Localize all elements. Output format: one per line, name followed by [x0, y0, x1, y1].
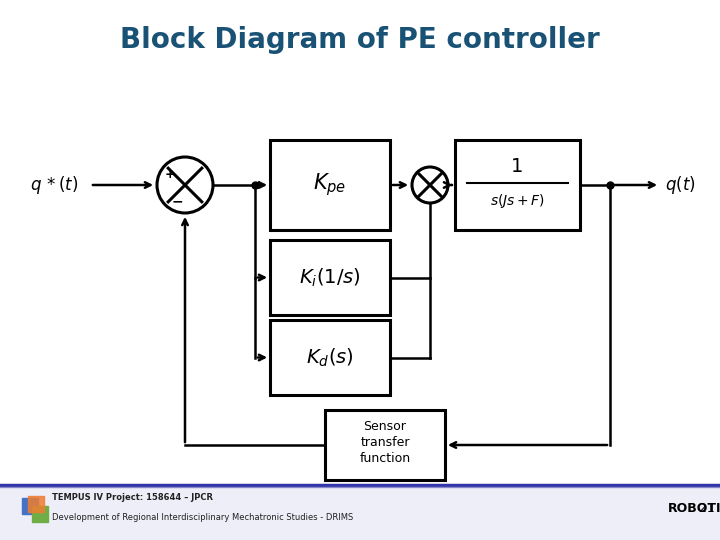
- Bar: [270, 140, 390, 230]
- Text: +: +: [165, 168, 175, 181]
- Text: Sensor: Sensor: [364, 421, 406, 434]
- Text: $q(t)$: $q(t)$: [665, 174, 696, 196]
- Bar: [455, 140, 580, 230]
- Text: transfer: transfer: [360, 436, 410, 449]
- Text: $q\,*(t)$: $q\,*(t)$: [30, 174, 78, 196]
- Bar: [32, 506, 48, 522]
- Bar: [0, 485, 720, 540]
- Text: TEMPUS IV Project: 158644 – JPCR: TEMPUS IV Project: 158644 – JPCR: [52, 494, 213, 503]
- Bar: [28, 496, 44, 512]
- Text: −: −: [171, 194, 183, 208]
- Text: $K_i(1/s)$: $K_i(1/s)$: [299, 266, 361, 289]
- Bar: [22, 498, 38, 514]
- Bar: [325, 410, 445, 480]
- Text: $s(Js+F)$: $s(Js+F)$: [490, 192, 545, 210]
- Text: $K_{pe}$: $K_{pe}$: [313, 172, 346, 198]
- Text: 21: 21: [696, 502, 715, 515]
- Text: $K_d(s)$: $K_d(s)$: [306, 346, 354, 369]
- Text: function: function: [359, 453, 410, 465]
- Bar: [270, 240, 390, 315]
- Text: Block Diagram of PE controller: Block Diagram of PE controller: [120, 26, 600, 54]
- Bar: [270, 320, 390, 395]
- Text: ROBOTICS: ROBOTICS: [668, 502, 720, 515]
- Text: Development of Regional Interdisciplinary Mechatronic Studies - DRIMS: Development of Regional Interdisciplinar…: [52, 514, 354, 523]
- Text: 1: 1: [511, 158, 523, 177]
